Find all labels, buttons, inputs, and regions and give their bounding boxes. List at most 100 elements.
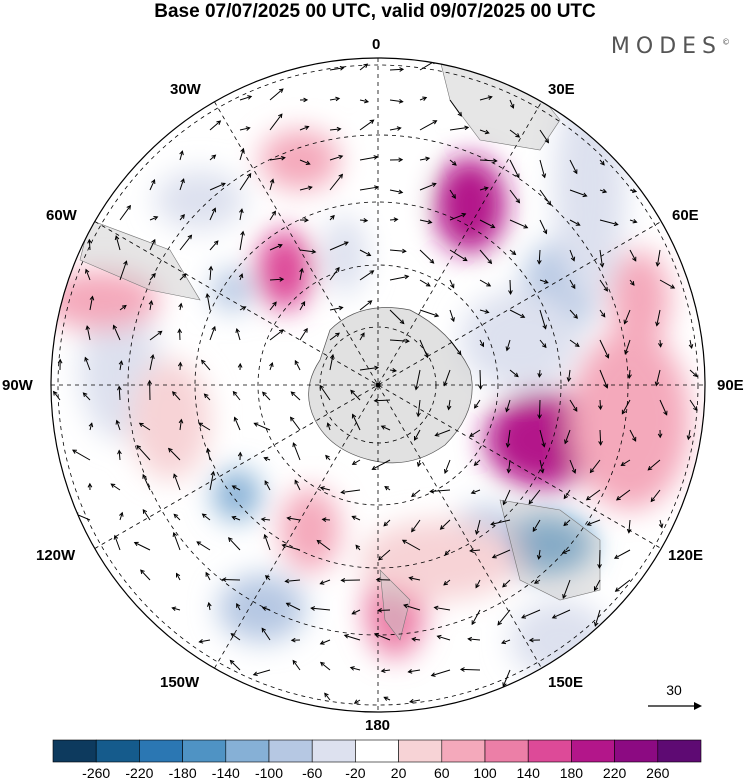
colorbar-swatch bbox=[657, 739, 702, 763]
wind-arrow bbox=[230, 633, 241, 641]
wind-arrow bbox=[231, 515, 241, 521]
wind-arrow bbox=[444, 549, 451, 556]
wind-arrow bbox=[377, 607, 391, 613]
wind-arrow bbox=[384, 485, 391, 491]
wind-arrow bbox=[299, 301, 306, 311]
wind-arrow bbox=[87, 238, 92, 251]
colorbar-tick-label: -100 bbox=[255, 765, 283, 781]
wind-arrow bbox=[627, 369, 632, 380]
wind-arrow bbox=[621, 399, 631, 415]
wind-arrow bbox=[479, 279, 492, 287]
wind-arrow bbox=[292, 442, 301, 461]
colorbar-tick-label: -60 bbox=[302, 765, 322, 781]
wind-arrow bbox=[469, 548, 481, 553]
wind-arrow bbox=[142, 473, 151, 491]
wind-arrow bbox=[655, 309, 661, 327]
wind-arrow bbox=[340, 489, 361, 495]
australia-land bbox=[499, 499, 601, 601]
meridian-label-150e: 150E bbox=[548, 674, 584, 691]
wind-arrow bbox=[289, 416, 301, 431]
wind-arrow bbox=[537, 369, 543, 378]
wind-arrow bbox=[389, 98, 404, 104]
wind-arrow bbox=[599, 279, 608, 292]
wind-arrow bbox=[419, 182, 437, 191]
colorbar-swatch bbox=[398, 739, 443, 763]
wind-arrow bbox=[569, 309, 578, 319]
wind-arrow bbox=[351, 413, 361, 431]
wind-arrow bbox=[469, 429, 481, 437]
wind-arrow bbox=[292, 659, 301, 671]
wind-arrow bbox=[593, 579, 601, 592]
wind-arrow bbox=[148, 299, 154, 311]
reference-vector-label: 30 bbox=[666, 682, 682, 698]
wind-arrow bbox=[133, 541, 151, 551]
anomaly-blob bbox=[570, 330, 690, 510]
wind-arrow bbox=[449, 99, 462, 117]
wind-arrow bbox=[269, 362, 274, 371]
wind-arrow bbox=[269, 210, 276, 221]
wind-arrow bbox=[173, 513, 181, 521]
wind-arrow bbox=[326, 422, 331, 431]
wind-arrow bbox=[626, 519, 632, 534]
wind-arrow bbox=[569, 279, 576, 290]
wind-arrow bbox=[657, 429, 663, 439]
wind-arrow bbox=[539, 129, 550, 144]
anomaly-field bbox=[51, 80, 690, 680]
wind-arrow bbox=[149, 179, 156, 191]
meridian-label-0: 0 bbox=[372, 36, 381, 53]
wind-arrow bbox=[419, 339, 429, 359]
wind-arrow bbox=[564, 429, 571, 445]
wind-arrow bbox=[359, 185, 380, 191]
wind-arrow bbox=[569, 339, 580, 347]
wind-arrow bbox=[149, 330, 163, 341]
wind-arrow bbox=[262, 391, 271, 401]
brand-mark: © bbox=[722, 37, 730, 47]
wind-arrow bbox=[586, 519, 601, 526]
wind-arrow bbox=[359, 155, 379, 161]
wind-arrow bbox=[149, 215, 159, 221]
wind-arrow bbox=[539, 159, 547, 179]
wind-arrow bbox=[329, 241, 349, 251]
colorbar-swatch bbox=[139, 739, 183, 763]
reference-vector: 30 bbox=[648, 682, 702, 710]
wind-arrow bbox=[299, 327, 308, 341]
wind-arrow bbox=[479, 219, 496, 229]
wind-arrow bbox=[299, 159, 311, 165]
colorbar-tick-label: 20 bbox=[391, 765, 407, 781]
wind-arrow bbox=[325, 454, 331, 461]
wind-arrow bbox=[299, 217, 309, 223]
wind-arrow bbox=[389, 248, 407, 254]
wind-arrow bbox=[329, 332, 340, 341]
wind-arrow bbox=[209, 154, 217, 161]
wind-arrow bbox=[239, 95, 253, 101]
wind-arrow bbox=[629, 429, 637, 442]
wind-arrow bbox=[239, 208, 244, 221]
wind-arrow bbox=[142, 508, 151, 521]
wind-arrow bbox=[508, 279, 513, 295]
wind-arrow bbox=[629, 249, 637, 262]
wind-arrow bbox=[411, 489, 421, 498]
wind-arrow bbox=[239, 126, 251, 131]
wind-arrow bbox=[115, 419, 121, 431]
wind-arrow bbox=[227, 537, 241, 551]
wind-arrow bbox=[380, 668, 391, 674]
wind-arrow bbox=[175, 572, 181, 581]
colorbar-swatch bbox=[52, 739, 97, 763]
wind-arrow bbox=[351, 459, 361, 465]
wind-arrow bbox=[593, 609, 601, 627]
wind-arrow bbox=[479, 186, 489, 191]
wind-arrow bbox=[537, 399, 542, 420]
wind-arrow bbox=[324, 692, 331, 701]
wind-arrow bbox=[237, 362, 243, 371]
wind-arrow bbox=[502, 489, 511, 506]
colorbar-swatch bbox=[95, 739, 140, 763]
anomaly-blob bbox=[323, 215, 367, 295]
wind-arrow bbox=[209, 182, 226, 191]
wind-arrow bbox=[501, 639, 511, 645]
meridian-label-60w: 60W bbox=[46, 207, 77, 224]
wind-arrow bbox=[286, 516, 301, 521]
wind-arrow bbox=[474, 519, 481, 536]
wind-arrow bbox=[409, 698, 421, 704]
wind-arrow bbox=[319, 486, 331, 491]
wind-arrow bbox=[208, 265, 214, 281]
